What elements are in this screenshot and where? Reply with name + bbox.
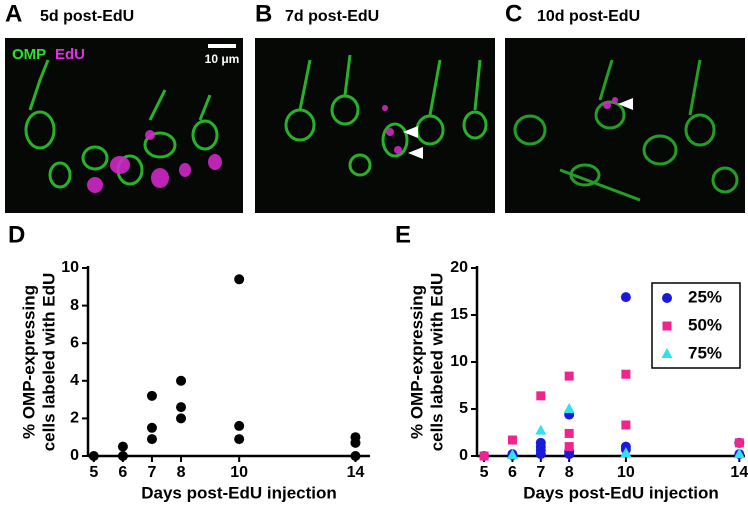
legend-label: 50% xyxy=(688,315,722,334)
panel-label: B xyxy=(255,0,272,27)
x-tick-label: 14 xyxy=(347,464,365,481)
legend-label: 25% xyxy=(688,287,722,306)
y-tick-label: 15 xyxy=(450,306,468,323)
y-axis-label: % OMP-expressing xyxy=(19,285,38,439)
image-b xyxy=(255,38,495,213)
x-tick-label: 5 xyxy=(89,464,98,481)
data-point xyxy=(88,451,99,461)
data-point xyxy=(234,420,245,431)
y-tick-label: 2 xyxy=(70,410,79,427)
legend-marker xyxy=(662,321,672,331)
y-tick-label: 6 xyxy=(70,334,79,351)
data-point xyxy=(734,438,744,448)
legend-green: OMP xyxy=(12,46,46,63)
y-tick-label: 10 xyxy=(61,259,79,276)
image-a: 10 μm OMP EdU xyxy=(5,38,243,213)
x-tick-label: 6 xyxy=(118,464,127,481)
panel-label: A xyxy=(5,0,22,27)
panel-title: 7d post-EdU xyxy=(285,8,379,25)
panel-title: 5d post-EdU xyxy=(40,8,134,25)
data-point xyxy=(564,371,574,381)
x-tick-label: 5 xyxy=(480,464,489,481)
data-point xyxy=(621,420,631,430)
legend-magenta: EdU xyxy=(55,46,85,63)
data-point xyxy=(536,391,546,401)
data-point xyxy=(621,369,631,379)
panel-label: D xyxy=(8,221,25,248)
x-tick-label: 7 xyxy=(148,464,157,481)
scale-label: 10 μm xyxy=(205,52,240,66)
panel-label: C xyxy=(505,0,522,27)
x-tick-label: 14 xyxy=(730,464,748,481)
x-tick-label: 8 xyxy=(565,464,574,481)
data-point xyxy=(563,403,575,413)
data-point xyxy=(350,451,361,461)
x-axis-label: Days post-EdU injection xyxy=(523,483,719,502)
data-point xyxy=(350,437,361,448)
data-point xyxy=(176,402,187,413)
y-axis-label: % OMP-expressing xyxy=(407,285,426,439)
y-tick-label: 10 xyxy=(450,353,468,370)
data-point xyxy=(117,451,128,461)
data-point xyxy=(146,390,157,401)
y-tick-label: 8 xyxy=(70,297,79,314)
y-tick-label: 5 xyxy=(459,400,468,417)
legend-marker xyxy=(661,348,673,358)
x-tick-label: 10 xyxy=(230,464,248,481)
x-tick-label: 8 xyxy=(177,464,186,481)
data-point xyxy=(176,413,187,424)
data-point xyxy=(234,434,245,445)
y-tick-label: 4 xyxy=(70,372,79,389)
data-point xyxy=(176,375,187,386)
x-tick-label: 7 xyxy=(536,464,545,481)
data-point xyxy=(564,428,574,438)
y-tick-label: 20 xyxy=(450,259,468,276)
data-point xyxy=(620,292,631,303)
data-point xyxy=(535,424,547,435)
data-point xyxy=(506,449,518,460)
y-axis-label: cells labeled with EdU xyxy=(39,273,58,452)
data-point xyxy=(535,449,546,460)
x-axis-label: Days post-EdU injection xyxy=(141,483,337,502)
legend-label: 75% xyxy=(688,343,722,362)
image-c xyxy=(505,38,745,213)
x-tick-label: 10 xyxy=(617,464,635,481)
panel-label: E xyxy=(395,221,411,248)
data-point xyxy=(146,434,157,445)
data-point xyxy=(620,447,632,458)
data-point xyxy=(117,441,128,452)
x-tick-label: 6 xyxy=(508,464,517,481)
data-point xyxy=(146,422,157,433)
panel-title: 10d post-EdU xyxy=(537,8,640,25)
data-point xyxy=(479,451,489,461)
data-point xyxy=(564,449,575,460)
legend-marker xyxy=(662,293,672,303)
data-point xyxy=(733,448,745,459)
y-axis-label: cells labeled with EdU xyxy=(427,273,446,452)
data-point xyxy=(564,442,574,452)
y-tick-label: 0 xyxy=(70,447,79,464)
data-point xyxy=(507,435,517,445)
data-point xyxy=(234,274,245,285)
y-tick-label: 0 xyxy=(459,447,468,464)
